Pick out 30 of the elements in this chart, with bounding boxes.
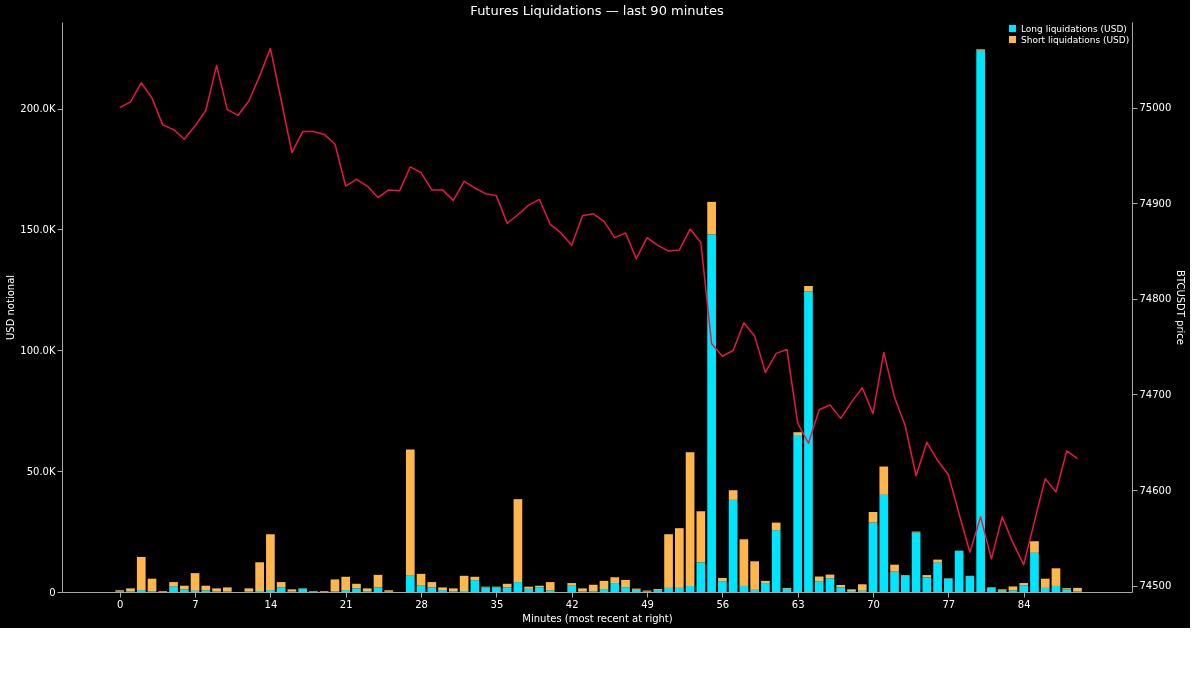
x-tick-label: 56 [716, 598, 730, 610]
y2-tick-label: 74900 [1139, 197, 1172, 209]
x-tick-label: 7 [192, 598, 199, 610]
x-tick-label: 21 [339, 598, 353, 610]
legend-label: Short liquidations (USD) [1021, 34, 1130, 45]
x-tick-label: 0 [117, 598, 124, 610]
x-tick-label: 35 [490, 598, 504, 610]
x-tick-label: 49 [641, 598, 654, 610]
chart-title: Futures Liquidations — last 90 minutes [470, 3, 724, 18]
y2-axis-title: BTCUSDT price [1175, 270, 1187, 345]
y2-tick-label: 74800 [1139, 293, 1172, 305]
x-tick-label: 84 [1017, 598, 1031, 610]
y2-tick-label: 74500 [1139, 580, 1172, 592]
x-tick-label: 42 [565, 598, 579, 610]
y-tick-label: 100.0K [20, 344, 56, 356]
y2-tick-label: 74600 [1139, 484, 1172, 496]
y-tick-label: 50.0K [26, 465, 56, 477]
y-tick-label: 150.0K [20, 223, 56, 235]
x-axis-title: Minutes (most recent at right) [522, 612, 673, 624]
x-tick-label: 28 [415, 598, 428, 610]
y-tick-label: 0 [49, 586, 56, 598]
x-tick-label: 63 [791, 598, 805, 610]
x-tick-label: 14 [264, 598, 278, 610]
y-axis-title: USD notional [5, 274, 17, 341]
y2-tick-label: 74700 [1139, 388, 1172, 400]
x-tick-label: 77 [942, 598, 956, 610]
legend-label: Long liquidations (USD) [1021, 23, 1127, 34]
y-tick-label: 200.0K [20, 103, 56, 115]
x-tick-label: 70 [867, 598, 880, 610]
y2-tick-label: 75000 [1139, 102, 1172, 114]
